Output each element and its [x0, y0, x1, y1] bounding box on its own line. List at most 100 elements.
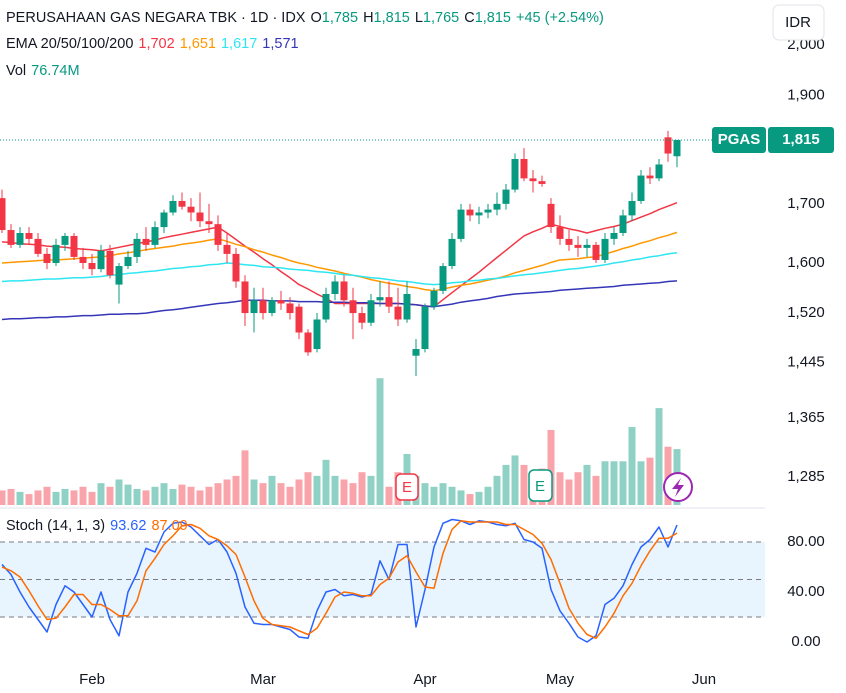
- volume-bar: [295, 479, 303, 505]
- candle-body: [493, 203, 501, 210]
- volume-bar: [268, 475, 276, 505]
- volume-bar: [70, 490, 78, 505]
- candle-body: [97, 250, 105, 270]
- candle-body: [619, 215, 627, 233]
- candle-body: [115, 266, 123, 285]
- candle-body: [430, 290, 438, 307]
- volume-bar: [196, 490, 204, 505]
- candle-body: [340, 281, 348, 301]
- last-price-box: [712, 126, 766, 153]
- candle-body: [196, 212, 204, 222]
- ohlc-value: 1,815: [373, 10, 410, 26]
- currency-button[interactable]: [772, 4, 825, 41]
- candle-body: [124, 256, 132, 267]
- volume-value: 76.74M: [31, 63, 80, 79]
- candle-body: [178, 200, 186, 207]
- volume-bar: [511, 455, 519, 505]
- candle-body: [358, 313, 366, 323]
- x-tick-label: May: [546, 671, 575, 688]
- volume-legend: Vol 76.74M: [6, 63, 85, 79]
- candle-body: [673, 139, 681, 157]
- volume-bar: [187, 486, 195, 505]
- x-tick-label: Feb: [79, 671, 105, 688]
- candle-body: [475, 212, 483, 216]
- stoch-tick-label: 0.00: [791, 633, 820, 650]
- candle-body: [556, 227, 564, 239]
- price-change: +45 (+2.54%): [516, 10, 604, 26]
- volume-bar: [457, 490, 465, 505]
- symbol-legend: PERUSAHAAN GAS NEGARA TBK · 1D · IDX O1,7…: [6, 10, 609, 26]
- candle-body: [466, 209, 474, 216]
- volume-bar: [142, 490, 150, 505]
- candle-body: [52, 244, 60, 264]
- stoch-value: 93.62: [110, 518, 147, 534]
- candle-body: [313, 319, 321, 350]
- candle-body: [394, 306, 402, 320]
- volume-bar: [79, 486, 87, 505]
- volume-bar: [133, 488, 141, 505]
- candle-body: [520, 158, 528, 179]
- candle-body: [547, 203, 555, 228]
- candle-body: [0, 198, 6, 231]
- volume-bar: [214, 483, 222, 505]
- candle-body: [304, 332, 312, 353]
- event-badge[interactable]: [528, 469, 553, 502]
- volume-bar: [25, 494, 33, 505]
- currency-label: IDR: [785, 14, 811, 31]
- ema-line: [1, 251, 678, 286]
- volume-bar: [304, 472, 312, 505]
- volume-bar: [592, 475, 600, 505]
- volume-bar: [151, 486, 159, 505]
- candle-body: [169, 200, 177, 213]
- stoch-tick-label: 40.00: [787, 583, 825, 600]
- volume-bar: [421, 483, 429, 505]
- ohlc-value: 1,815: [474, 10, 511, 26]
- volume-bar: [448, 486, 456, 505]
- candle-body: [79, 256, 87, 264]
- stoch-line: [1, 520, 678, 640]
- ohlc-value: 1,765: [422, 10, 460, 26]
- candle-body: [610, 232, 618, 239]
- volume-bar: [484, 486, 492, 505]
- candle-body: [241, 281, 249, 314]
- event-badge[interactable]: [395, 473, 419, 501]
- candle-body: [583, 244, 591, 248]
- stoch-value: 87.09: [151, 518, 188, 534]
- ema-value: 1,571: [262, 36, 299, 52]
- volume-bar: [205, 486, 213, 505]
- volume-title: Vol: [6, 63, 27, 79]
- candle-body: [106, 250, 114, 276]
- y-tick-label: 1,700: [787, 195, 825, 212]
- candle-body: [646, 175, 654, 179]
- candle-body: [664, 137, 672, 154]
- volume-bar: [601, 461, 609, 505]
- last-price-symbol: PGAS: [718, 131, 761, 148]
- lightning-icon: [672, 478, 684, 497]
- x-tick-label: Mar: [250, 671, 276, 688]
- volume-bar: [583, 464, 591, 505]
- volume-bar: [619, 461, 627, 505]
- candle-body: [457, 209, 465, 239]
- volume-bar: [232, 475, 240, 505]
- last-price-label: 1,815: [782, 131, 820, 148]
- stoch-title: Stoch (14, 1, 3): [6, 518, 106, 534]
- ema-line: [1, 202, 678, 308]
- candle-body: [25, 232, 33, 239]
- candle-body: [529, 178, 537, 182]
- candle-body: [502, 189, 510, 204]
- ema-legend: EMA 20/50/100/200 1,702 1,651 1,617 1,571: [6, 36, 304, 52]
- volume-bar: [61, 488, 69, 505]
- volume-bar: [88, 491, 96, 505]
- candle-body: [331, 281, 339, 294]
- volume-bar: [628, 427, 636, 505]
- volume-bar: [223, 479, 231, 505]
- y-tick-label: 1,900: [787, 86, 825, 103]
- event-label: E: [402, 479, 412, 496]
- candle-body: [232, 253, 240, 282]
- volume-bar: [565, 479, 573, 505]
- candle-body: [259, 300, 267, 314]
- y-tick-label: 1,365: [787, 409, 825, 426]
- candle-body: [376, 297, 384, 301]
